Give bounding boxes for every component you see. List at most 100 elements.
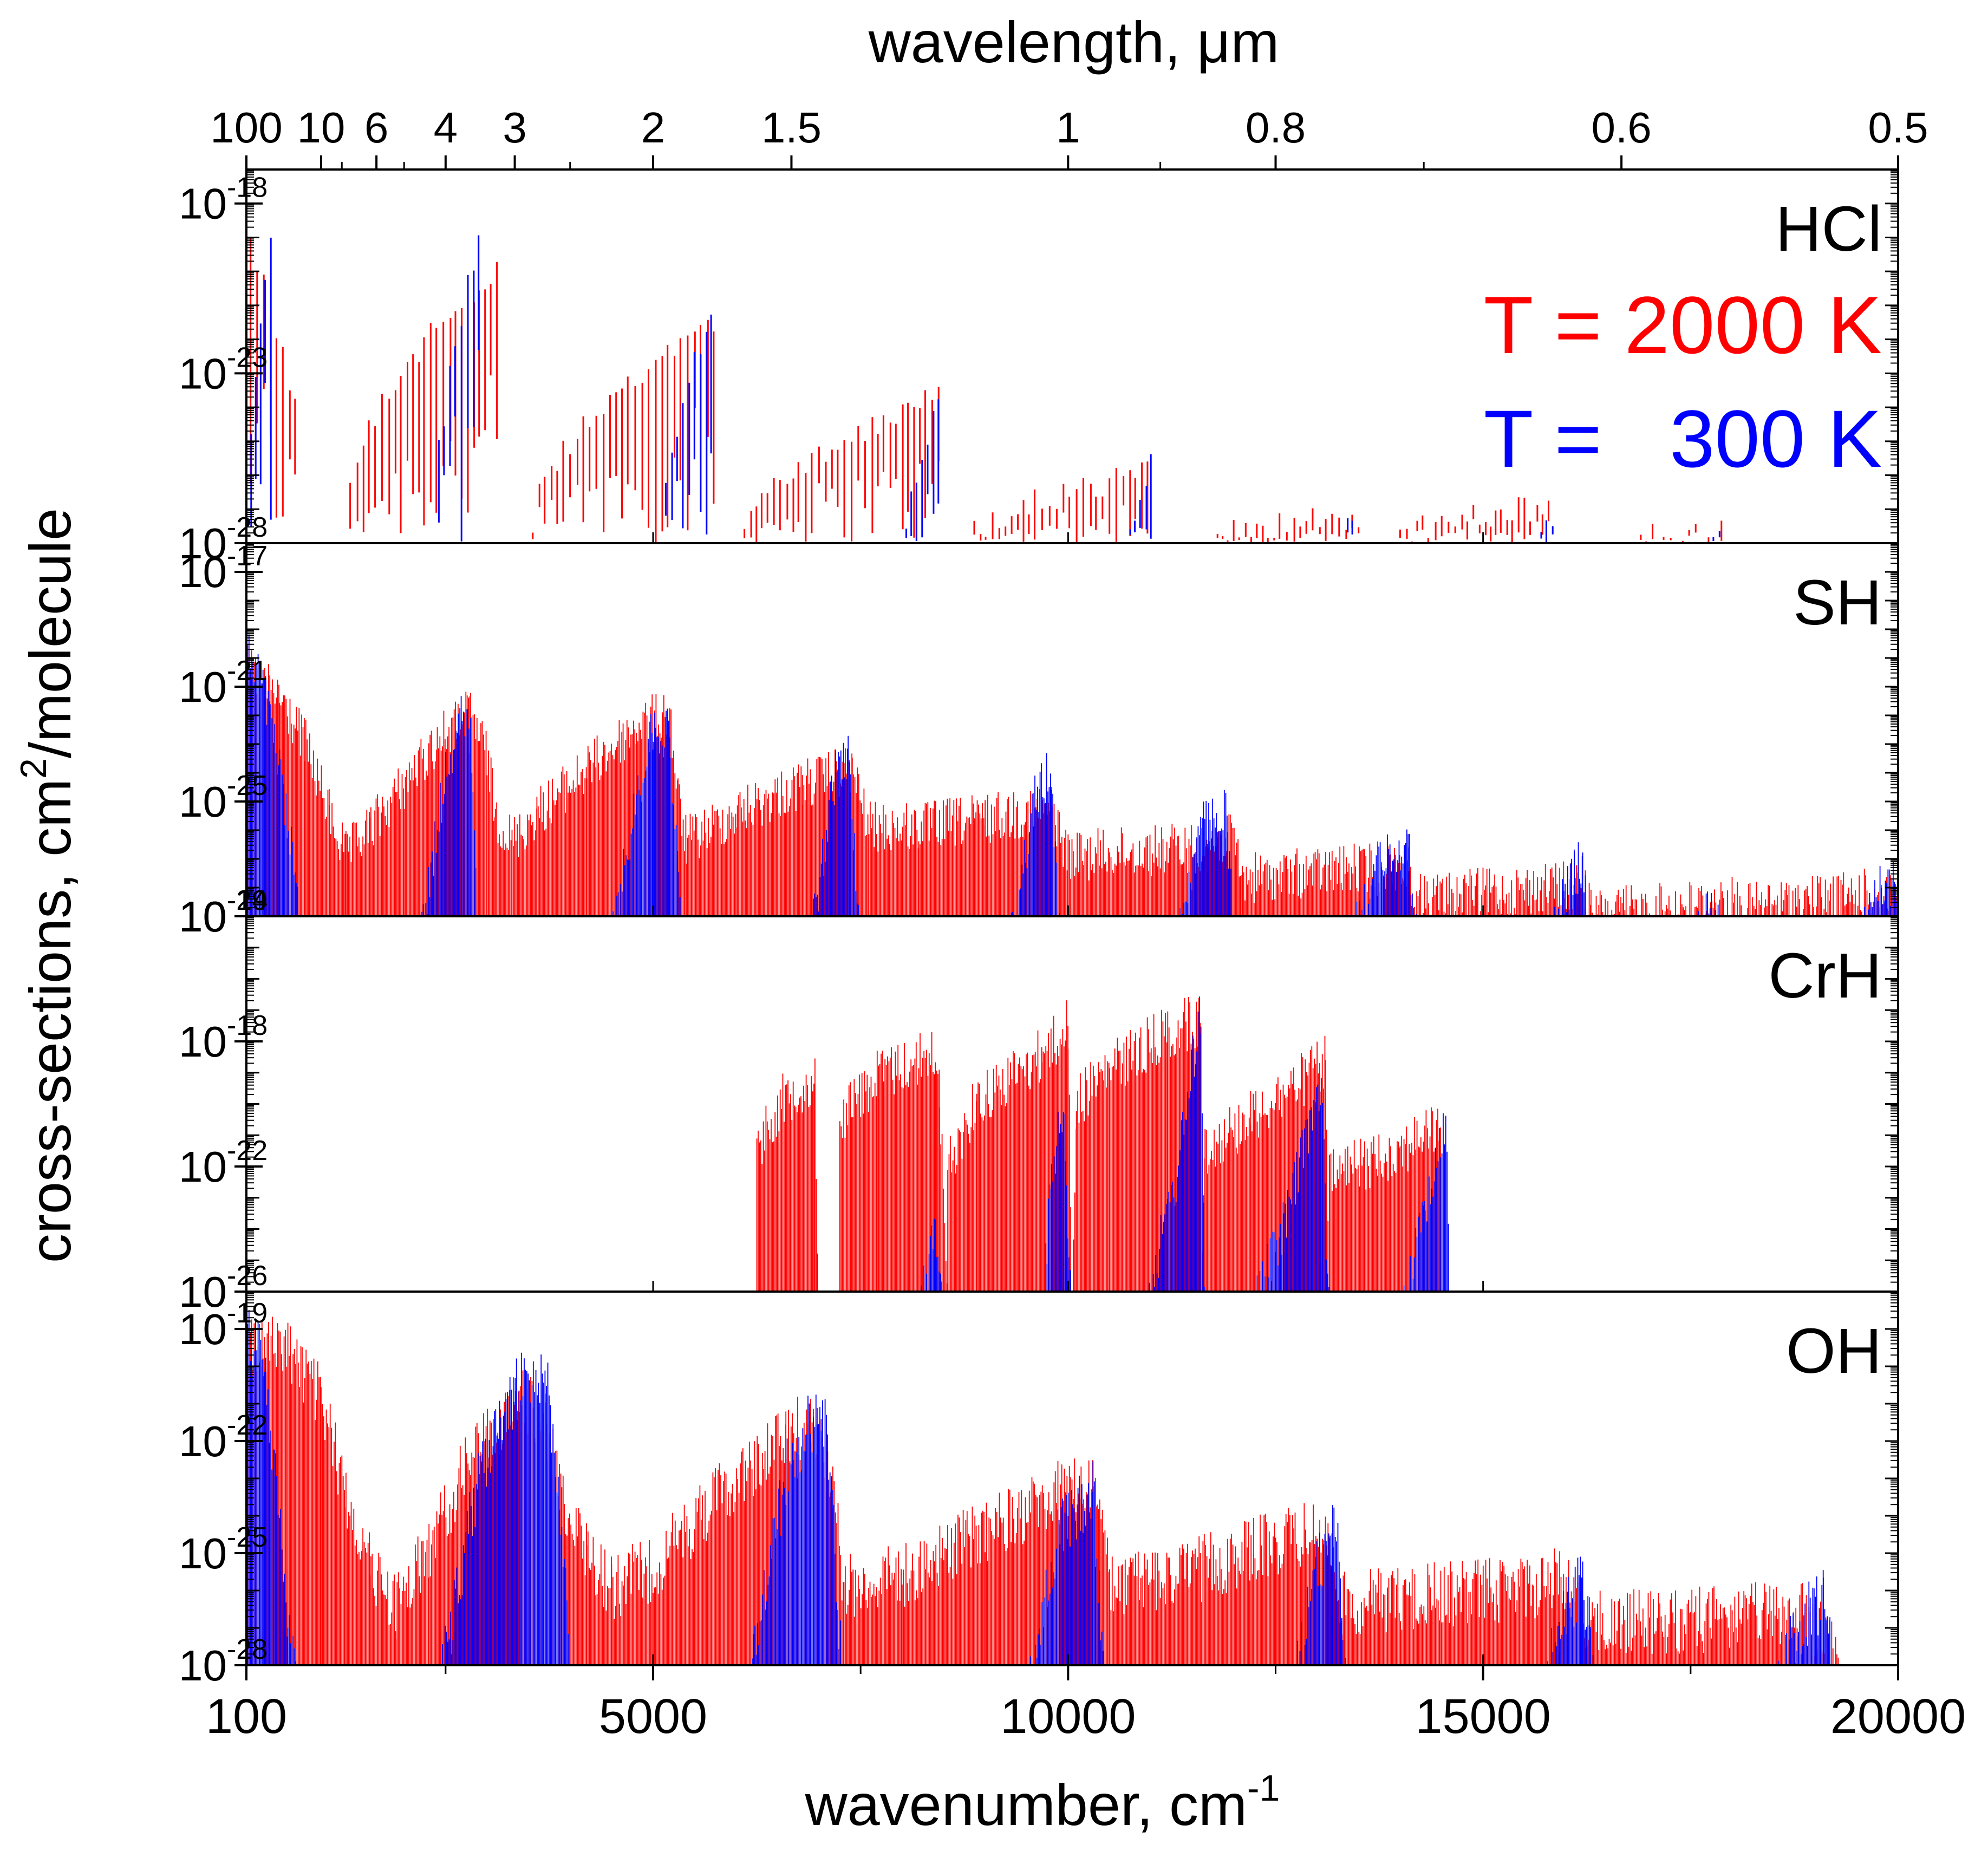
top-tick-label-4: 3 [503, 103, 527, 152]
x-axis-title-base: wavenumber, cm [805, 1772, 1247, 1837]
panel-data [246, 1310, 1840, 1665]
series-sh-300k-band-21 [1051, 790, 1060, 916]
series-crh-300k-band-5 [1063, 1114, 1072, 1292]
series-oh-300k-band-5 [436, 1484, 478, 1665]
y-tick-label-base: 10 [179, 892, 227, 941]
series-crh-300k-band-1 [935, 1220, 944, 1292]
series-sh-300k-band-10 [611, 793, 637, 916]
top-tick-label-6: 1.5 [761, 103, 822, 152]
series-sh-2000k-band-16 [677, 778, 687, 916]
series-sh-300k-band-28 [1383, 829, 1409, 916]
y-tick-label-exp: -22 [227, 1135, 268, 1166]
series-crh-2000k-band-17 [1076, 1055, 1110, 1292]
y-tick-label-oh-1: 10-22 [179, 1410, 268, 1465]
y-tick-label-crh-0: 10-14 [179, 885, 268, 941]
y-tick-label-base: 10 [179, 1529, 227, 1578]
top-axis: 100 10 6 4 3 2 1.5 1 0.8 0.6 0.5 [210, 103, 1928, 170]
series-oh-2000k-band-4 [370, 1553, 396, 1665]
top-tick-label-0: 100 [210, 103, 282, 152]
series-crh-2000k-band-4 [814, 1058, 819, 1292]
series-oh-300k-band-6 [478, 1358, 520, 1665]
series-oh-2000k-band-13 [653, 1463, 720, 1665]
series-hcl-2000k-band-2 [532, 320, 715, 543]
series-oh-300k-band-7 [519, 1352, 546, 1665]
series-sh-2000k-band-13 [586, 720, 637, 916]
series-crh-300k-band-16 [1399, 1201, 1425, 1292]
y-axis-title-sup: 2 [13, 758, 54, 779]
series-oh-2000k-band-28 [1441, 1558, 1524, 1665]
series-crh-2000k-band-12 [947, 1084, 977, 1292]
series-sh-2000k-band-22 [918, 795, 986, 916]
series-oh-2000k-band-12 [611, 1540, 653, 1665]
top-tick-label-9: 0.6 [1592, 103, 1652, 152]
series-sh-300k-band-15 [810, 749, 836, 916]
legend-entry-2000k: T = 2000 K [1484, 279, 1882, 370]
y-tick-label-exp: -23 [227, 342, 268, 373]
series-crh-300k-band-11 [1250, 1202, 1284, 1292]
y-tick-label-base: 10 [179, 1305, 227, 1353]
series-sh-2000k-band-3 [329, 803, 346, 916]
series-hcl-2000k-band-1 [349, 262, 498, 533]
series-sh-300k-band-3 [296, 883, 305, 916]
series-sh-300k-band-20 [1034, 753, 1051, 916]
series-sh-300k-band-8 [470, 718, 479, 916]
series-oh-2000k-band-22 [1097, 1499, 1110, 1665]
series-crh-2000k-band-8 [876, 1032, 935, 1292]
series-crh-2000k-band-9 [935, 1062, 940, 1292]
series-sh-300k-band-23 [1175, 817, 1202, 916]
series-oh-300k-band-22 [1337, 1522, 1346, 1665]
series-oh-300k-band-8 [544, 1363, 562, 1665]
series-oh-2000k-band-26 [1325, 1516, 1342, 1665]
y-tick-label-base: 10 [179, 892, 227, 941]
series-sh-2000k-band-5 [370, 768, 404, 916]
series-hcl-2000k-band-4 [973, 461, 1149, 542]
series-crh-300k-band-14 [1320, 1078, 1330, 1292]
y-tick-label-hcl-0: 10-18 [179, 172, 268, 228]
series-oh-2000k-band-2 [321, 1387, 347, 1665]
y-tick-label-exp: -17 [227, 540, 268, 572]
top-axis-title: wavelength, μm [868, 9, 1280, 75]
series-sh-2000k-band-27 [1234, 827, 1243, 916]
top-tick-label-2: 6 [364, 103, 389, 152]
series-crh-300k-band-17 [1424, 1113, 1445, 1292]
x-axis-title: wavenumber, cm-1 [805, 1768, 1280, 1837]
series-sh-2000k-band-21 [868, 801, 919, 916]
series-hcl-300k-band-1 [438, 235, 480, 542]
panel-label-crh: CrH [1768, 940, 1882, 1012]
y-tick-label-base: 10 [179, 1018, 227, 1066]
series-oh-300k-band-3 [287, 1615, 301, 1665]
x-tick-label-4: 20000 [1830, 1690, 1966, 1744]
series-sh-2000k-band-2 [304, 720, 330, 916]
series-sh-300k-band-12 [653, 708, 669, 916]
series-sh-2000k-band-10 [494, 802, 512, 916]
series-crh-300k-band-0 [918, 1218, 935, 1292]
series-crh-300k-band-4 [1051, 1111, 1064, 1292]
series-sh-300k-band-33 [1582, 852, 1591, 916]
series-oh-2000k-band-1 [287, 1322, 321, 1665]
series-hcl-2000k-band-6 [1399, 497, 1549, 543]
series-oh-300k-band-12 [785, 1396, 811, 1665]
series-oh-2000k-band-25 [1275, 1503, 1326, 1665]
series-oh-2000k-band-27 [1341, 1562, 1442, 1665]
series-sh-2000k-band-18 [735, 764, 803, 916]
series-sh-2000k-band-4 [346, 810, 371, 916]
y-tick-label-exp: -25 [227, 1522, 268, 1553]
legend-entry-300k: T = 300 K [1484, 393, 1882, 484]
series-sh-300k-band-25 [1225, 792, 1234, 916]
series-oh-300k-band-29 [1798, 1570, 1824, 1665]
series-crh-2000k-band-3 [798, 1074, 814, 1292]
series-oh-300k-band-0 [246, 1310, 263, 1665]
y-tick-label-exp: -28 [227, 1634, 268, 1665]
y-tick-label-crh-1: 10-18 [179, 1010, 268, 1066]
series-crh-2000k-band-16 [1072, 1129, 1077, 1292]
series-oh-2000k-band-11 [586, 1531, 612, 1665]
series-oh-2000k-band-31 [1591, 1589, 1691, 1665]
top-tick-label-10: 0.5 [1868, 103, 1928, 152]
x-tick-label-1: 5000 [599, 1690, 707, 1744]
series-sh-300k-band-6 [445, 696, 462, 916]
series-crh-2000k-band-22 [1204, 1105, 1252, 1292]
series-sh-2000k-band-30 [1416, 861, 1582, 916]
series-oh-2000k-band-3 [346, 1472, 371, 1665]
series-oh-300k-band-21 [1316, 1505, 1337, 1665]
